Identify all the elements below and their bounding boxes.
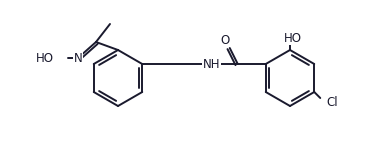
Text: HO: HO [36, 51, 54, 64]
Text: NH: NH [203, 58, 220, 71]
Text: O: O [220, 33, 229, 46]
Text: HO: HO [284, 31, 302, 44]
Text: N: N [74, 51, 82, 64]
Text: Cl: Cl [326, 95, 338, 108]
